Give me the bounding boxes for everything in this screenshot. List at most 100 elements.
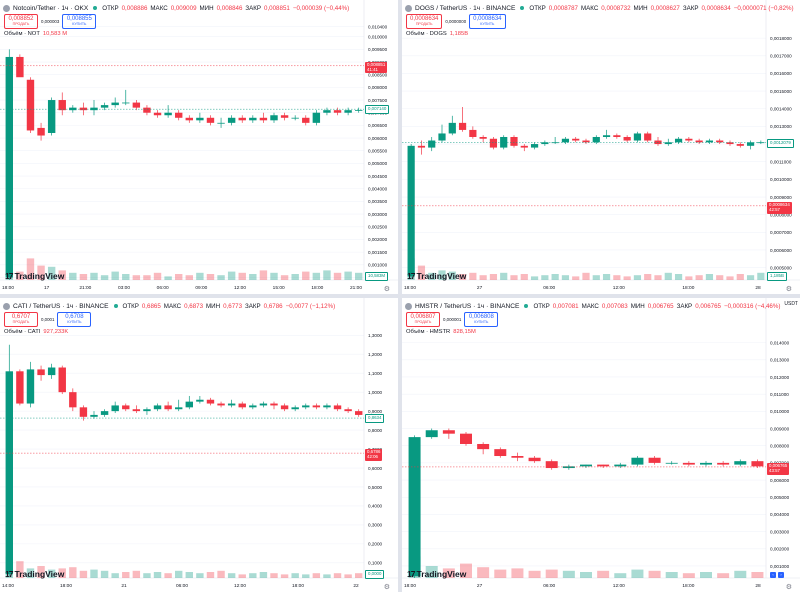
- candle[interactable]: [132, 100, 141, 111]
- buy-button[interactable]: 0,6708 КУПИТЬ: [57, 312, 92, 327]
- candle[interactable]: [111, 97, 119, 108]
- candle[interactable]: [355, 107, 363, 113]
- candle[interactable]: [122, 89, 130, 106]
- candle[interactable]: [561, 136, 570, 145]
- candle[interactable]: [196, 112, 204, 123]
- candle[interactable]: [541, 140, 549, 146]
- candle[interactable]: [270, 401, 278, 410]
- price-tag[interactable]: 0,0008634 42:57: [767, 201, 792, 214]
- candle[interactable]: [312, 403, 321, 410]
- candle[interactable]: [623, 135, 631, 143]
- candle[interactable]: [90, 411, 98, 419]
- candle[interactable]: [489, 136, 498, 150]
- candle[interactable]: [572, 136, 580, 143]
- candle[interactable]: [153, 403, 162, 412]
- candle[interactable]: [716, 138, 724, 145]
- candle[interactable]: [736, 142, 744, 148]
- price-tag[interactable]: 0,0012079: [767, 138, 794, 148]
- candle[interactable]: [757, 140, 765, 145]
- candle[interactable]: [100, 102, 109, 111]
- candle[interactable]: [528, 456, 541, 463]
- chart-panel-cati[interactable]: 1,30001,20001,10001,00000,90000,80000,70…: [0, 298, 398, 592]
- sell-button[interactable]: 0,0008634 ПРОДАТЬ: [406, 14, 443, 29]
- candle[interactable]: [438, 124, 446, 143]
- candle[interactable]: [705, 138, 714, 145]
- price-tag[interactable]: 0,8634: [365, 414, 385, 423]
- candle[interactable]: [562, 464, 575, 470]
- price-tag[interactable]: 0,008851 41:41: [365, 61, 388, 74]
- candle[interactable]: [217, 117, 225, 128]
- candle[interactable]: [58, 92, 66, 116]
- candle[interactable]: [551, 136, 559, 145]
- candle[interactable]: [175, 399, 183, 412]
- candle[interactable]: [206, 397, 215, 406]
- candle[interactable]: [132, 405, 141, 414]
- candle[interactable]: [79, 102, 88, 116]
- candle[interactable]: [302, 115, 310, 126]
- price-tag[interactable]: 0,6786 42:06: [365, 449, 383, 461]
- candle[interactable]: [582, 138, 590, 145]
- candle[interactable]: [58, 365, 66, 395]
- candle[interactable]: [613, 133, 621, 139]
- candle[interactable]: [312, 110, 321, 126]
- candle[interactable]: [530, 142, 539, 150]
- price-tag[interactable]: 0,007140: [365, 105, 390, 114]
- gear-icon[interactable]: ⚙: [383, 584, 390, 591]
- candle[interactable]: [511, 452, 524, 462]
- tradingview-logo[interactable]: 17 TradingView: [5, 569, 64, 579]
- candle[interactable]: [408, 435, 421, 578]
- candle[interactable]: [164, 105, 172, 118]
- chart-canvas[interactable]: 0,0018000 0,0017000 0,0016000 0,0015000 0,00…: [402, 0, 800, 294]
- candle[interactable]: [407, 144, 415, 279]
- candle[interactable]: [428, 136, 436, 152]
- candle[interactable]: [510, 135, 518, 148]
- candle[interactable]: [479, 135, 487, 143]
- candle[interactable]: [227, 115, 236, 126]
- symbol-title[interactable]: Notcoin/Tether · 1ч · OKX: [13, 4, 89, 12]
- sell-button[interactable]: 0,008852 ПРОДАТЬ: [4, 14, 38, 29]
- candle[interactable]: [448, 115, 456, 136]
- candle[interactable]: [631, 456, 644, 467]
- candle[interactable]: [614, 462, 627, 469]
- candle[interactable]: [580, 464, 592, 469]
- candle[interactable]: [26, 77, 35, 133]
- scroll-right-icon[interactable]: ›: [778, 572, 784, 578]
- candle[interactable]: [5, 344, 13, 577]
- candle[interactable]: [111, 401, 119, 414]
- chart-canvas[interactable]: 1,30001,20001,10001,00000,90000,80000,70…: [0, 298, 398, 592]
- buy-button[interactable]: 0,0008634 КУПИТЬ: [469, 14, 506, 29]
- candle[interactable]: [5, 49, 13, 280]
- tradingview-logo[interactable]: 17 TradingView: [407, 569, 466, 579]
- candle[interactable]: [259, 112, 268, 123]
- candle[interactable]: [175, 110, 183, 121]
- candle[interactable]: [344, 407, 352, 414]
- candle[interactable]: [751, 459, 764, 469]
- candle[interactable]: [227, 399, 236, 408]
- candle[interactable]: [280, 112, 289, 121]
- candle[interactable]: [682, 461, 695, 467]
- candle[interactable]: [69, 388, 77, 412]
- candle[interactable]: [726, 140, 734, 146]
- candle[interactable]: [79, 405, 88, 421]
- candle[interactable]: [494, 447, 507, 458]
- candle[interactable]: [717, 461, 730, 467]
- candle[interactable]: [153, 110, 162, 118]
- candle[interactable]: [665, 461, 678, 465]
- candle[interactable]: [90, 100, 98, 116]
- candle[interactable]: [460, 431, 472, 446]
- candle[interactable]: [238, 115, 246, 123]
- candle[interactable]: [333, 107, 342, 116]
- candle[interactable]: [47, 97, 56, 136]
- candle[interactable]: [442, 428, 455, 439]
- candle[interactable]: [100, 409, 109, 417]
- candle[interactable]: [26, 361, 35, 408]
- tradingview-logo[interactable]: 17 TradingView: [5, 271, 64, 281]
- candle[interactable]: [122, 403, 130, 412]
- candle[interactable]: [477, 442, 490, 455]
- candle[interactable]: [674, 136, 683, 145]
- candle[interactable]: [206, 115, 215, 126]
- candle[interactable]: [291, 405, 299, 412]
- candle[interactable]: [333, 403, 342, 412]
- candle[interactable]: [425, 428, 438, 439]
- candle[interactable]: [545, 459, 558, 470]
